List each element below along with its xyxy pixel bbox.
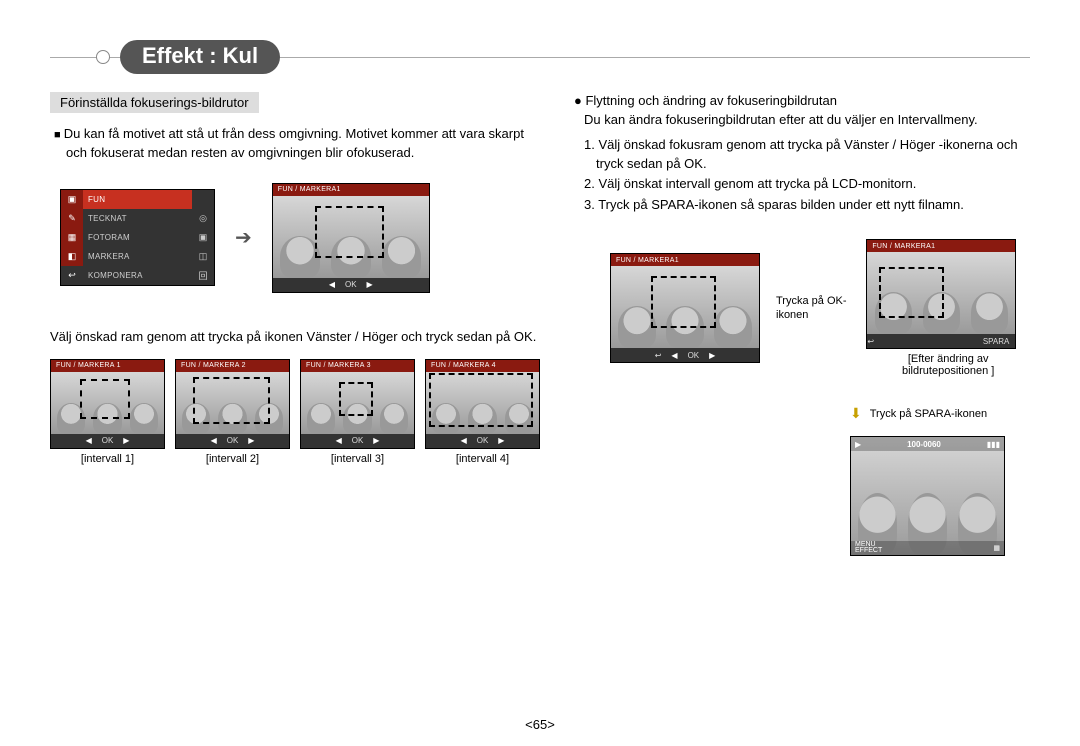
focus-frame-r2	[879, 267, 944, 318]
menu-tail-markera: ◫	[192, 247, 214, 266]
menu-icon-tecknat: ✎	[61, 209, 83, 228]
thumbnail-icon[interactable]: ▦	[993, 544, 1000, 552]
menu-tail-tecknat: ◎	[192, 209, 214, 228]
lcd-interval-2: FUN / MARKERA 2 ◀OK▶	[175, 359, 290, 449]
image-id: 100-0060	[907, 440, 941, 449]
lcd-hdr-2: FUN / MARKERA 2	[176, 360, 289, 372]
lcd-header: FUN / MARKERA1	[273, 184, 429, 196]
frame-select-paragraph: Välj önskad ram genom att trycka på ikon…	[50, 328, 540, 347]
interval-item-2: FUN / MARKERA 2 ◀OK▶ [intervall 2]	[175, 359, 290, 465]
arrow-right-icon: ➔	[235, 225, 252, 250]
lcd-right-1: FUN / MARKERA1 ↩ ◀ OK ▶	[610, 253, 760, 363]
lcd-r1-header: FUN / MARKERA1	[611, 254, 759, 266]
interval-item-3: FUN / MARKERA 3 ◀OK▶ [intervall 3]	[300, 359, 415, 465]
menu-icon-komponera: ↩	[61, 266, 83, 285]
save-arrow-label: Tryck på SPARA-ikonen	[870, 408, 987, 420]
menu-tail-fun	[192, 190, 214, 209]
menu-item-markera[interactable]: ◧ MARKERA ◫	[61, 247, 214, 266]
lcd-r2-footer[interactable]: ↩ SPARA	[867, 334, 1015, 348]
ok-label: OK	[345, 280, 357, 289]
lcd-final: ▶ 100-0060 ▮▮▮ MENU EFFECT ▦	[850, 436, 1005, 556]
battery-icon: ▮▮▮	[987, 440, 1000, 449]
save-arrow-row: ⬇ Tryck på SPARA-ikonen	[850, 405, 1030, 422]
menu-label-fun: FUN	[83, 190, 192, 209]
menu-icon-fun: ▣	[61, 190, 83, 209]
right-heading-text: Flyttning och ändring av fokuseringbildr…	[585, 93, 836, 108]
interval-row: FUN / MARKERA 1 ◀OK▶ [intervall 1] FUN /…	[50, 359, 540, 465]
intro-paragraph: ■ Du kan få motivet att stå ut från dess…	[50, 125, 540, 163]
title-line-dot	[96, 50, 110, 64]
interval-item-1: FUN / MARKERA 1 ◀OK▶ [intervall 1]	[50, 359, 165, 465]
lcd-preview-large: FUN / MARKERA1 ◀ OK ▶	[272, 183, 430, 293]
menu-label-komponera: KOMPONERA	[83, 266, 192, 285]
focus-frame-3	[339, 382, 373, 417]
down-arrow-icon: ⬇	[850, 405, 862, 422]
right-heading: ● Flyttning och ändring av fokuseringbil…	[570, 92, 1030, 130]
section-subtitle: Förinställda fokuserings-bildrutor	[50, 92, 259, 113]
interval-caption-2: [intervall 2]	[175, 453, 290, 465]
step-3: 3. Tryck på SPARA-ikonen så sparas bilde…	[584, 196, 1030, 215]
menu-label-markera: MARKERA	[83, 247, 192, 266]
final-bottom-bar: MENU EFFECT ▦	[851, 541, 1004, 555]
page-number: <65>	[0, 717, 1080, 732]
menu-item-tecknat[interactable]: ✎ TECKNAT ◎	[61, 209, 214, 228]
focus-frame-1	[80, 379, 130, 419]
step-2: 2. Välj önskat intervall genom att tryck…	[584, 175, 1030, 194]
focus-frame-2	[193, 377, 270, 424]
lcd-interval-3: FUN / MARKERA 3 ◀OK▶	[300, 359, 415, 449]
focus-frame-r1	[651, 276, 716, 328]
interval-caption-4: [intervall 4]	[425, 453, 540, 465]
lcd-interval-4: FUN / MARKERA 4 ◀OK▶	[425, 359, 540, 449]
left-column: Förinställda fokuserings-bildrutor ■ Du …	[50, 92, 540, 556]
menu-label-tecknat: TECKNAT	[83, 209, 192, 228]
menu-tail-komponera: 回	[192, 266, 214, 285]
lcd-r2-caption: [Efter ändring av bildrutepositionen ]	[866, 353, 1030, 377]
menu-item-fotoram[interactable]: ▦ FOTORAM ▣	[61, 228, 214, 247]
lcd-r1-footer[interactable]: ↩ ◀ OK ▶	[611, 348, 759, 362]
lcd-photo	[273, 196, 429, 278]
camera-menu: ▣ FUN ✎ TECKNAT ◎ ▦ FOTORAM ▣	[60, 189, 215, 286]
menu-icon-fotoram: ▦	[61, 228, 83, 247]
lcd-r2-header: FUN / MARKERA1	[867, 240, 1015, 252]
interval-caption-3: [intervall 3]	[300, 453, 415, 465]
final-top-bar: ▶ 100-0060 ▮▮▮	[851, 437, 1004, 451]
menu-item-komponera[interactable]: ↩ KOMPONERA 回	[61, 266, 214, 285]
intro-text: Du kan få motivet att stå ut från dess o…	[64, 126, 524, 160]
menu-effect-label[interactable]: MENU EFFECT	[855, 542, 882, 555]
menu-tail-fotoram: ▣	[192, 228, 214, 247]
right-steps: 1. Välj önskad fokusram genom att trycka…	[570, 136, 1030, 215]
play-icon: ▶	[855, 440, 861, 449]
step-1: 1. Välj önskad fokusram genom att trycka…	[584, 136, 1030, 174]
right-sub-text: Du kan ändra fokuseringbildrutan efter a…	[584, 112, 978, 127]
lcd-interval-1: FUN / MARKERA 1 ◀OK▶	[50, 359, 165, 449]
back-icon-2[interactable]: ↩	[867, 337, 874, 346]
lcd-footer[interactable]: ◀ OK ▶	[273, 278, 429, 292]
lcd-hdr-1: FUN / MARKERA 1	[51, 360, 164, 372]
final-image-block: ▶ 100-0060 ▮▮▮ MENU EFFECT ▦	[850, 436, 1030, 556]
menu-label-fotoram: FOTORAM	[83, 228, 192, 247]
interval-caption-1: [intervall 1]	[50, 453, 165, 465]
menu-icon-markera: ◧	[61, 247, 83, 266]
back-icon[interactable]: ↩	[655, 351, 662, 360]
ok-side-label: Trycka på OK-ikonen	[776, 294, 850, 323]
lcd-hdr-4: FUN / MARKERA 4	[426, 360, 539, 372]
focus-frame	[315, 206, 384, 258]
menu-item-fun[interactable]: ▣ FUN	[61, 190, 214, 209]
lcd-hdr-3: FUN / MARKERA 3	[301, 360, 414, 372]
title-bar: Effekt : Kul	[50, 40, 1030, 74]
lcd-right-2: FUN / MARKERA1 ↩ SPARA	[866, 239, 1016, 349]
right-column: ● Flyttning och ändring av fokuseringbil…	[570, 92, 1030, 556]
nav-right-icon[interactable]: ▶	[367, 280, 373, 289]
page-title: Effekt : Kul	[120, 40, 280, 74]
focus-frame-4	[429, 373, 533, 426]
interval-item-4: FUN / MARKERA 4 ◀OK▶ [intervall 4]	[425, 359, 540, 465]
nav-left-icon[interactable]: ◀	[329, 280, 335, 289]
